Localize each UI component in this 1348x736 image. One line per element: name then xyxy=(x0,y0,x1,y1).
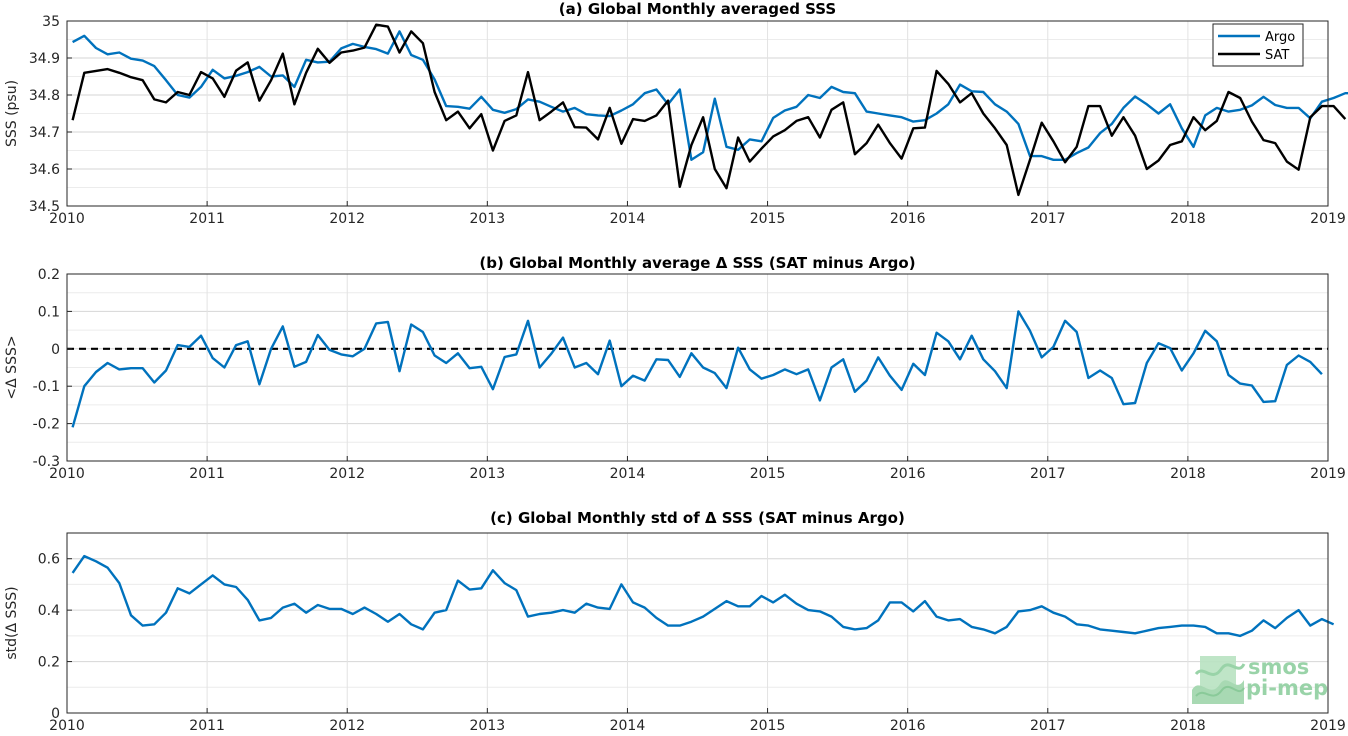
y-tick-label: 0.4 xyxy=(38,603,60,619)
x-tick-label: 2017 xyxy=(1030,466,1066,482)
x-tick-label: 2016 xyxy=(890,718,926,734)
axes-frame-a xyxy=(66,20,1329,207)
series-group-c xyxy=(71,554,1335,638)
series-line-a-argo xyxy=(72,30,1348,162)
x-tick-label: 2011 xyxy=(189,718,225,734)
chart-title-a: (a) Global Monthly averaged SSS xyxy=(559,0,836,18)
x-tick-label: 2014 xyxy=(610,211,646,227)
y-tick-label: 0.2 xyxy=(38,267,60,283)
x-tick-label: 2018 xyxy=(1170,466,1206,482)
x-tick-label: 2011 xyxy=(189,466,225,482)
x-tick-label: 2015 xyxy=(750,718,786,734)
x-tick-label: 2019 xyxy=(1310,466,1346,482)
x-tick-label: 2019 xyxy=(1310,718,1346,734)
panel-c: 2010 2011 2012 2013 2014 2015 2016 2017 2018 2019… xyxy=(4,509,1346,734)
grid-b xyxy=(66,273,1329,462)
y-axis-label-b: <Δ SSS> xyxy=(4,335,20,399)
y-tick-label: 0 xyxy=(51,706,60,722)
series-line-a-sat xyxy=(71,23,1347,197)
legend-label-sat: SAT xyxy=(1265,48,1289,63)
y-tick-label: 34.8 xyxy=(29,88,60,104)
x-tick-label: 2010 xyxy=(49,466,85,482)
x-tick-label: 2018 xyxy=(1170,211,1206,227)
y-axis-label-a: SSS (psu) xyxy=(4,80,20,147)
ticks-c: 2010 2011 2012 2013 2014 2015 2016 2017 2018 2019… xyxy=(38,552,1346,734)
y-tick-label: 0.1 xyxy=(38,304,60,320)
axes-frame-b xyxy=(66,273,1329,462)
ticks-a: 2010 2011 2012 2013 2014 2015 2016 2017 2018 2019… xyxy=(29,14,1346,227)
ticks-b: 2010 2011 2012 2013 2014 2015 2016 2017 2018 2019… xyxy=(33,267,1346,482)
y-tick-label: 35 xyxy=(42,14,60,30)
smos-pimep-logo: smos pi-mep xyxy=(1192,655,1328,704)
series-line-c-0 xyxy=(71,554,1335,638)
x-tick-label: 2010 xyxy=(49,718,85,734)
x-tick-label: 2017 xyxy=(1030,211,1066,227)
y-tick-label: 34.6 xyxy=(29,162,60,178)
x-tick-label: 2015 xyxy=(750,211,786,227)
series-group-b xyxy=(71,310,1323,428)
x-tick-label: 2012 xyxy=(329,718,365,734)
y-tick-label: 34.9 xyxy=(29,51,60,67)
x-tick-label: 2013 xyxy=(470,466,506,482)
x-tick-label: 2016 xyxy=(890,466,926,482)
x-tick-label: 2018 xyxy=(1170,718,1206,734)
series-group-a xyxy=(71,23,1348,197)
legend-label-argo: Argo xyxy=(1265,30,1295,45)
x-tick-label: 2011 xyxy=(189,211,225,227)
y-axis-label-c: std(Δ SSS) xyxy=(4,586,20,659)
y-tick-label: 34.5 xyxy=(29,199,60,215)
y-tick-label: -0.1 xyxy=(33,379,60,395)
y-tick-label: -0.2 xyxy=(33,417,60,433)
panel-b: 2010 2011 2012 2013 2014 2015 2016 2017 2018 2019… xyxy=(4,254,1346,482)
y-tick-label: 34.7 xyxy=(29,125,60,141)
x-tick-label: 2017 xyxy=(1030,718,1066,734)
y-tick-label: -0.3 xyxy=(33,454,60,470)
x-tick-label: 2015 xyxy=(750,466,786,482)
x-tick-label: 2012 xyxy=(329,211,365,227)
plot-area-c xyxy=(67,533,1328,713)
x-tick-label: 2016 xyxy=(890,211,926,227)
y-tick-label: 0.6 xyxy=(38,552,60,568)
logo-emblem xyxy=(1192,656,1246,704)
x-tick-label: 2010 xyxy=(49,211,85,227)
axes-frame-c xyxy=(66,532,1329,714)
logo-text-smos: smos xyxy=(1248,655,1309,679)
logo-text-pimep: pi-mep xyxy=(1246,676,1328,700)
x-tick-label: 2013 xyxy=(470,211,506,227)
chart-title-b: (b) Global Monthly average Δ SSS (SAT mi… xyxy=(479,254,915,272)
x-tick-label: 2019 xyxy=(1310,211,1346,227)
y-tick-label: 0.2 xyxy=(38,655,60,671)
y-tick-label: 0 xyxy=(51,342,60,358)
panel-a: 2010 2011 2012 2013 2014 2015 2016 2017 2018 2019… xyxy=(4,0,1348,227)
legend-a: Argo SAT xyxy=(1212,23,1304,67)
x-tick-label: 2013 xyxy=(470,718,506,734)
x-tick-label: 2014 xyxy=(610,466,646,482)
series-line-b-0 xyxy=(71,310,1323,428)
legend-box xyxy=(1212,23,1304,67)
x-tick-label: 2014 xyxy=(610,718,646,734)
x-tick-label: 2012 xyxy=(329,466,365,482)
chart-title-c: (c) Global Monthly std of Δ SSS (SAT min… xyxy=(490,509,905,527)
